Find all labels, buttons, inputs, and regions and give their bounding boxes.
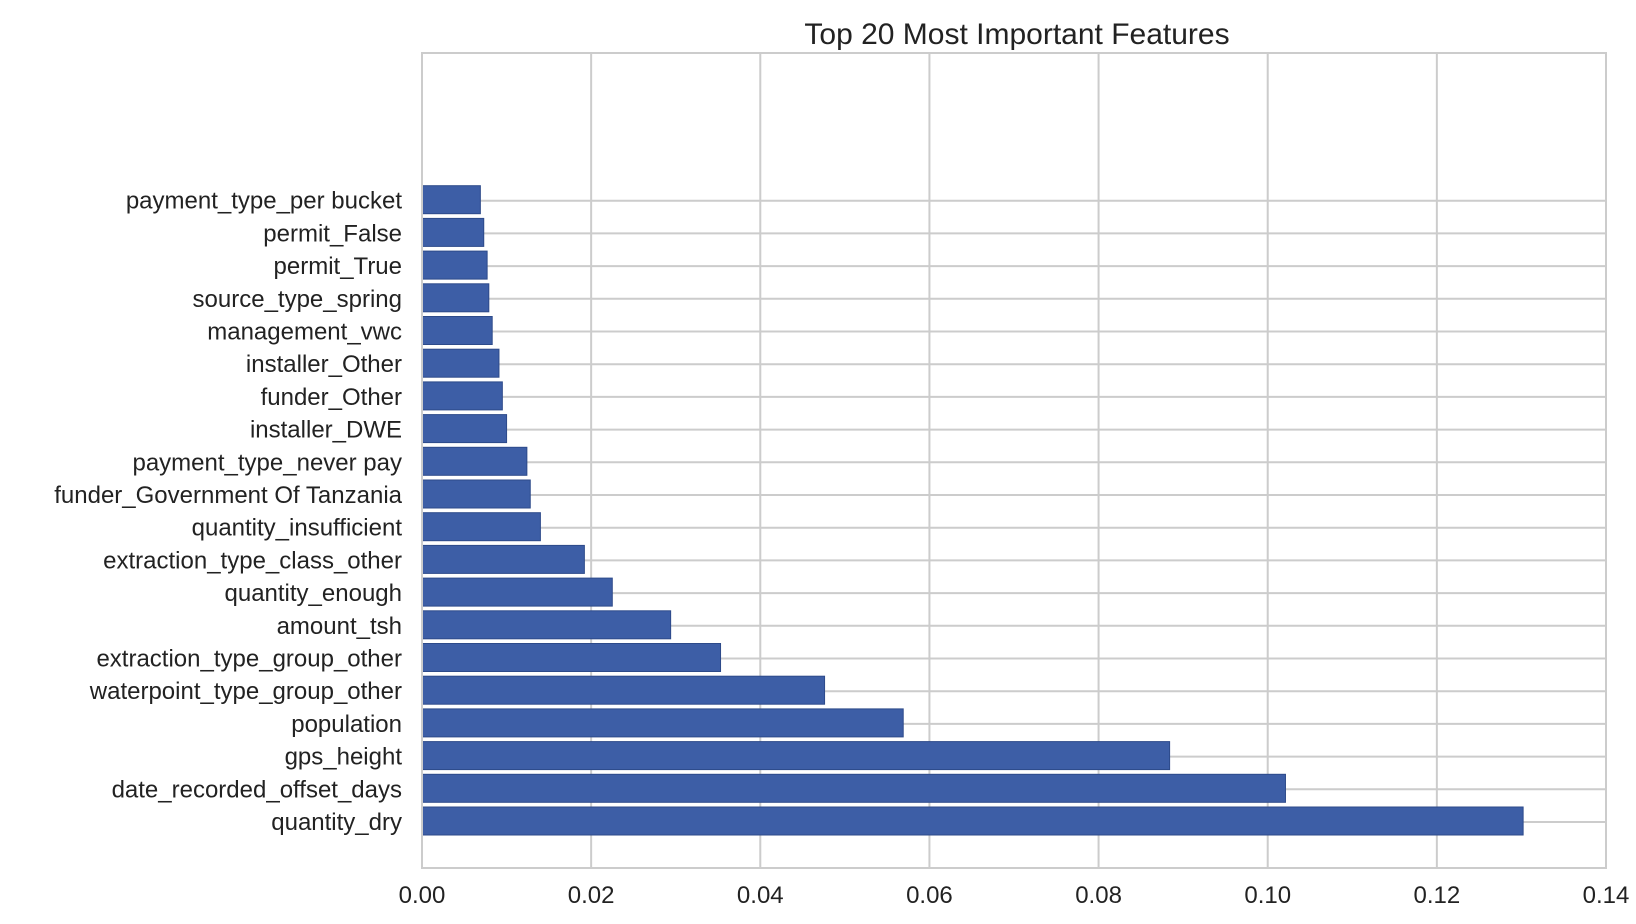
x-tick-label: 0.12 [1413, 882, 1460, 909]
y-category-label: date_recorded_offset_days [112, 776, 402, 803]
x-tick-label: 0.06 [906, 882, 953, 909]
y-category-label: quantity_enough [225, 580, 403, 607]
bar [421, 348, 500, 378]
y-category-label: funder_Other [261, 384, 402, 411]
y-category-label: installer_DWE [250, 417, 402, 444]
y-category-label: payment_type_per bucket [126, 188, 403, 215]
x-tick-label: 0.10 [1244, 882, 1291, 909]
x-tick-label: 0.08 [1075, 882, 1122, 909]
x-axis-ticks: 0.00 0.02 0.04 0.06 0.08 0.10 0.12 0.14 [399, 882, 1630, 909]
x-tick-label: 0.00 [399, 882, 446, 909]
y-category-label: amount_tsh [277, 613, 402, 640]
bar [421, 610, 672, 640]
bar [421, 544, 585, 574]
x-tick-label: 0.04 [737, 882, 784, 909]
bar [421, 414, 508, 444]
y-category-label: extraction_type_class_other [103, 547, 402, 574]
y-category-label: quantity_dry [271, 809, 402, 836]
bar [421, 643, 722, 672]
y-category-label: source_type_spring [193, 286, 402, 313]
y-category-label: waterpoint_type_group_other [89, 678, 402, 705]
bar [421, 250, 488, 280]
plot-frame [421, 52, 1607, 869]
y-category-label: permit_False [263, 220, 402, 247]
bar [421, 316, 493, 345]
bar [421, 479, 531, 509]
bar [421, 381, 503, 411]
bar [421, 217, 485, 247]
y-axis-labels: quantity_dry date_recorded_offset_days gps… [54, 188, 402, 836]
bar [421, 446, 528, 476]
bar [421, 512, 541, 542]
bar [421, 577, 613, 607]
y-category-label: quantity_insufficient [192, 515, 403, 542]
x-tick-label: 0.02 [568, 882, 615, 909]
bar [421, 806, 1524, 836]
bar [421, 283, 490, 313]
y-category-label: gps_height [285, 744, 403, 771]
y-category-label: funder_Government Of Tanzania [54, 482, 402, 509]
x-tick-label: 0.14 [1583, 882, 1630, 909]
bar [421, 741, 1171, 771]
bars [421, 185, 1524, 836]
bar [421, 675, 826, 705]
y-category-label: permit_True [274, 253, 402, 280]
y-category-label: population [291, 711, 402, 738]
bar [421, 708, 904, 738]
y-category-label: management_vwc [207, 319, 402, 346]
y-category-label: extraction_type_group_other [96, 646, 402, 673]
y-category-label: payment_type_never pay [132, 449, 402, 476]
bar [421, 185, 481, 215]
bar [421, 773, 1286, 803]
chart-title: Top 20 Most Important Features [804, 18, 1229, 51]
y-category-label: installer_Other [246, 351, 402, 378]
